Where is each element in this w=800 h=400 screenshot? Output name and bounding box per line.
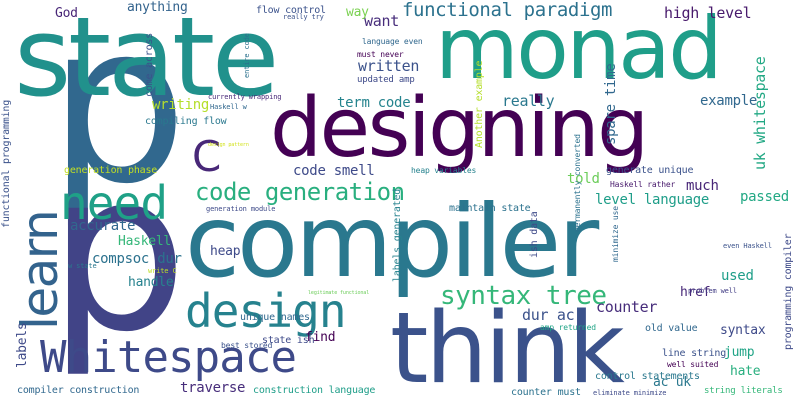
- word-syntax: syntax: [720, 323, 766, 338]
- word-construction-language: construction language: [253, 385, 376, 396]
- word-accurate: accurate: [70, 218, 136, 234]
- word-labels-generated: labels generated: [392, 188, 403, 282]
- word-jump: jump: [724, 345, 755, 360]
- word-unique-names: unique names: [240, 312, 310, 323]
- word-legitimate-functional: legitimate functional: [308, 290, 370, 296]
- word-uk-whitespace: uk whitespace: [751, 56, 769, 170]
- word-state-ish: state ish: [262, 335, 315, 346]
- word-haskell-rather: Haskell rather: [610, 180, 676, 189]
- word-haskell-w: Haskell w: [210, 103, 247, 111]
- word-haskell: Haskell: [118, 234, 171, 249]
- word-flow-control: flow control: [256, 5, 326, 16]
- word-generation-phase: generation phase: [64, 165, 158, 176]
- word-spare-time: spare time: [603, 63, 619, 146]
- word-eliminate-minimize: eliminate minimize: [593, 389, 667, 397]
- word-passed: passed: [740, 189, 789, 205]
- word-functional-programming: functional programming: [1, 99, 12, 228]
- word-need: need: [60, 176, 168, 230]
- word-functional-paradigm: functional paradigm: [402, 0, 613, 21]
- word-compsoc-dur: compsoc dur: [92, 251, 182, 267]
- word-really: really: [502, 92, 555, 110]
- word-heap: heap: [210, 244, 241, 259]
- word-problem-well: problem well: [688, 287, 737, 295]
- word-writing: writing: [152, 97, 210, 113]
- word-think: think: [390, 292, 625, 400]
- word-god: God: [55, 6, 78, 21]
- word-amp-returned: amp returned: [540, 323, 596, 332]
- word-anything: anything: [127, 0, 188, 15]
- word-come-across: come across: [144, 32, 155, 97]
- word-term-code: term code: [337, 95, 411, 111]
- word-level-language: level language: [595, 192, 710, 208]
- word-way: way: [346, 5, 369, 20]
- word-code-smell: code smell: [293, 163, 375, 179]
- word-state: state: [14, 0, 279, 121]
- word-language-even: language even: [362, 37, 423, 46]
- word-code-generation: code generation: [195, 178, 405, 206]
- word-really-try: really try: [283, 13, 324, 21]
- word-much: much: [686, 178, 719, 194]
- word-control-statements: control statements: [595, 371, 700, 382]
- word-counter: counter: [596, 298, 658, 316]
- word-written: written: [358, 57, 420, 75]
- word-maintain-state: maintain state: [449, 203, 531, 214]
- word-entire-code: entire code: [243, 33, 251, 78]
- word-old-value: old value: [645, 323, 698, 334]
- word-p-large-1: p: [48, 0, 188, 232]
- word-counter-must: counter must: [511, 387, 581, 398]
- word-generation-module: generation module: [206, 205, 276, 213]
- word-monad: monad: [435, 0, 723, 99]
- word-programming-compiler: programming compiler: [783, 233, 794, 350]
- word-p-large-2: p: [48, 124, 188, 380]
- word-updated-amp: updated amp: [357, 75, 415, 85]
- word-designing: designing: [270, 81, 649, 176]
- word-heap-variables: heap variables: [411, 166, 477, 175]
- word-href: href: [680, 285, 711, 300]
- word-learn: learn: [11, 210, 69, 330]
- word-must-never: must never: [357, 50, 404, 59]
- word-example: example: [700, 93, 758, 109]
- word-currently-wrapping: currently wrapping: [208, 93, 282, 101]
- word-compiler: compiler: [185, 183, 599, 300]
- word-design: design: [185, 284, 347, 338]
- word-syntax-tree: syntax tree: [440, 281, 607, 311]
- word-traverse: traverse: [180, 380, 246, 396]
- word-ish-data: ish data: [529, 211, 540, 258]
- word-another-example: Another example: [474, 60, 485, 148]
- word-design-pattern: design pattern: [208, 142, 249, 148]
- word-hate: hate: [730, 364, 761, 379]
- word-ac-uk: ac uk: [653, 375, 691, 390]
- word-told: told: [567, 171, 600, 187]
- word-compiler-construction: compiler construction: [17, 385, 140, 396]
- word-compiling-flow: compiling flow: [145, 116, 227, 127]
- word-write-c: write C: [148, 267, 177, 275]
- word-minimize-use: minimize use: [611, 206, 620, 262]
- word-dur-ac: dur ac: [522, 306, 575, 324]
- word-best-stored: best stored: [221, 341, 273, 350]
- word-line-string: line string: [662, 348, 727, 359]
- word-whitespace: Whitespace: [40, 332, 297, 383]
- word-well-suited: well suited: [667, 360, 719, 369]
- word-even-haskell: even Haskell: [723, 242, 772, 250]
- word-string-literals: string literals: [704, 386, 783, 396]
- word-labels: labels: [15, 322, 30, 368]
- word-used: used: [721, 268, 754, 284]
- word-high-level: high level: [664, 4, 752, 22]
- word-want: want: [364, 12, 399, 30]
- word-find: find: [305, 330, 336, 345]
- word-w-state: w state: [68, 262, 97, 270]
- word-permanently-converted: permanently converted: [573, 134, 582, 232]
- word-c: C: [192, 132, 221, 181]
- word-generate-unique: generate unique: [606, 165, 694, 176]
- word-handle: handle: [128, 275, 174, 290]
